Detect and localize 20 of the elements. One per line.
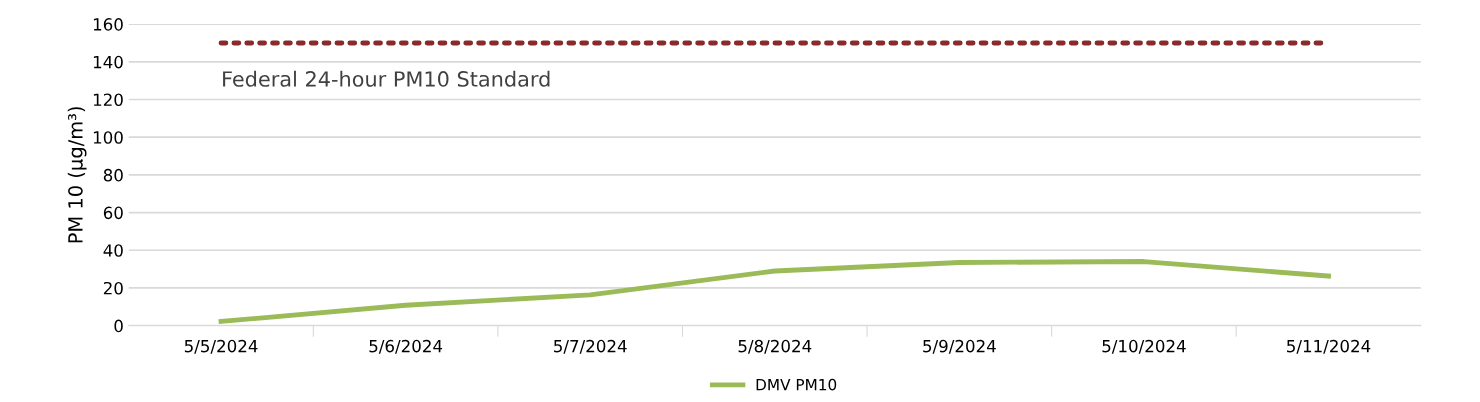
y-tick-label: 160 <box>93 18 123 31</box>
x-tick-label: 5/10/2024 <box>1102 339 1186 354</box>
y-axis-title: PM 10 (µg/m³) <box>67 107 87 243</box>
x-tick-label: 5/9/2024 <box>923 339 996 354</box>
y-tick-label: 120 <box>93 93 123 107</box>
line-series <box>218 259 1331 324</box>
x-tick-label: 5/7/2024 <box>554 339 627 354</box>
y-tick-label: 140 <box>93 55 123 69</box>
y-tick-label: 40 <box>103 244 123 257</box>
y-tick-label: 60 <box>103 206 123 220</box>
y-tick-label: 20 <box>103 281 123 295</box>
y-tick-label: 80 <box>103 168 123 182</box>
y-tick-label: 100 <box>93 131 123 144</box>
x-tick-label: 5/8/2024 <box>738 339 812 354</box>
y-tick-label: 0 <box>114 319 123 333</box>
legend-label: DMV PM10 <box>756 378 837 391</box>
x-tick-label: 5/6/2024 <box>369 339 443 354</box>
x-tick-label: 5/5/2024 <box>184 339 258 354</box>
ref-line-label: Federal 24-hour PM10 Standard <box>223 70 550 87</box>
x-tick-label: 5/11/2024 <box>1287 339 1371 354</box>
